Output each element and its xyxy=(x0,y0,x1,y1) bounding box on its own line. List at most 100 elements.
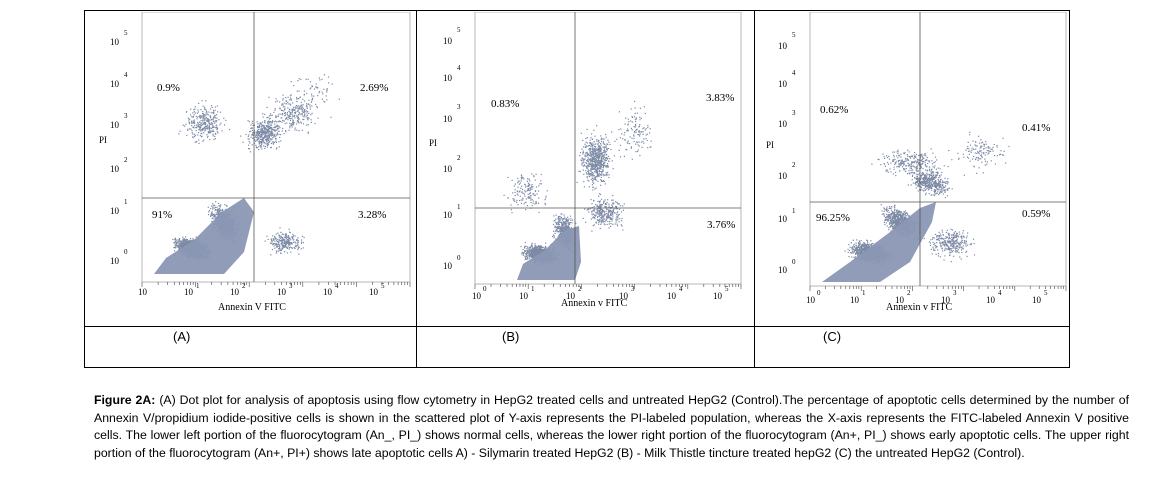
event-dot xyxy=(294,112,296,114)
event-dot xyxy=(557,231,559,233)
event-dot xyxy=(307,78,309,80)
event-dot xyxy=(196,118,198,120)
event-dot xyxy=(271,114,273,116)
event-dot xyxy=(534,255,536,257)
event-dot xyxy=(297,118,299,120)
event-dot xyxy=(198,115,200,117)
event-dot xyxy=(564,225,566,227)
event-dot xyxy=(196,112,198,114)
event-dot xyxy=(212,208,214,210)
event-dot xyxy=(297,80,299,82)
event-dot xyxy=(274,238,276,240)
event-dot xyxy=(263,133,265,135)
event-dot xyxy=(220,212,222,214)
event-dot xyxy=(288,103,290,105)
event-dot xyxy=(297,247,299,249)
event-dot xyxy=(556,231,558,233)
event-dot xyxy=(281,239,283,241)
event-dot xyxy=(558,226,560,228)
event-dot xyxy=(213,204,215,206)
event-dot xyxy=(296,114,298,116)
event-dot xyxy=(273,239,275,241)
event-dot xyxy=(293,109,295,111)
event-dot xyxy=(263,140,265,142)
event-dot xyxy=(278,125,280,127)
event-dot xyxy=(212,129,214,131)
event-dot xyxy=(304,114,306,117)
event-dot xyxy=(223,117,225,119)
panel-label-c: (C) xyxy=(823,329,842,344)
event-dot xyxy=(305,110,307,112)
event-dot xyxy=(294,127,296,129)
event-dot xyxy=(202,140,204,142)
event-dot xyxy=(218,210,220,212)
event-dot xyxy=(528,249,530,251)
event-dot xyxy=(299,105,301,107)
event-dot xyxy=(323,100,325,103)
event-dot xyxy=(197,109,199,111)
event-dot xyxy=(533,251,535,253)
event-dot xyxy=(266,137,268,139)
event-dot xyxy=(176,242,178,244)
event-dot xyxy=(541,246,543,249)
event-dot xyxy=(296,239,298,241)
event-dot xyxy=(187,241,190,243)
event-dot xyxy=(242,141,244,143)
event-dot xyxy=(564,218,566,220)
event-dot xyxy=(202,112,204,115)
event-dot xyxy=(273,111,275,113)
event-dot xyxy=(253,142,256,144)
event-dot xyxy=(559,215,561,217)
event-dot xyxy=(558,234,560,236)
event-dot xyxy=(525,257,527,259)
event-dot xyxy=(288,248,290,250)
event-dot xyxy=(561,213,563,215)
event-dot xyxy=(256,140,258,142)
event-dot xyxy=(303,109,305,111)
event-dot xyxy=(192,126,194,128)
event-dot xyxy=(536,249,538,251)
event-dot xyxy=(180,240,182,242)
event-dot xyxy=(527,256,529,258)
event-dot xyxy=(269,135,271,137)
event-dot xyxy=(529,247,531,249)
event-dot xyxy=(301,111,303,113)
event-dot xyxy=(269,131,271,133)
event-dot xyxy=(181,246,183,248)
event-dot xyxy=(289,246,291,248)
event-dot xyxy=(286,111,288,114)
event-dot xyxy=(289,244,291,246)
event-dot xyxy=(195,115,197,118)
event-dot xyxy=(593,167,595,169)
event-dot xyxy=(270,254,272,256)
event-dot xyxy=(283,241,285,243)
event-dot xyxy=(561,227,563,229)
event-dot xyxy=(257,123,259,125)
event-dot xyxy=(215,201,217,203)
event-dot xyxy=(285,100,287,102)
event-dot xyxy=(187,128,189,130)
event-dot xyxy=(289,127,291,129)
event-dot xyxy=(274,108,276,110)
event-dot xyxy=(309,81,312,83)
event-dot xyxy=(297,108,299,110)
event-dot xyxy=(184,125,186,127)
event-dot xyxy=(261,139,263,141)
event-dot xyxy=(283,133,285,135)
event-dot xyxy=(521,253,523,255)
event-dot xyxy=(292,236,294,238)
event-dot xyxy=(259,128,261,130)
event-dot xyxy=(178,248,180,250)
event-dot xyxy=(268,120,271,123)
event-dot xyxy=(568,227,570,229)
event-dot xyxy=(286,235,288,237)
event-dot xyxy=(179,244,181,246)
event-dot xyxy=(262,140,264,142)
event-dot xyxy=(265,129,267,131)
event-dot xyxy=(277,125,279,127)
event-dot xyxy=(545,248,547,250)
dot-cloud xyxy=(154,74,340,274)
event-dot xyxy=(279,239,281,241)
event-dot xyxy=(315,86,317,88)
event-dot xyxy=(252,134,254,137)
